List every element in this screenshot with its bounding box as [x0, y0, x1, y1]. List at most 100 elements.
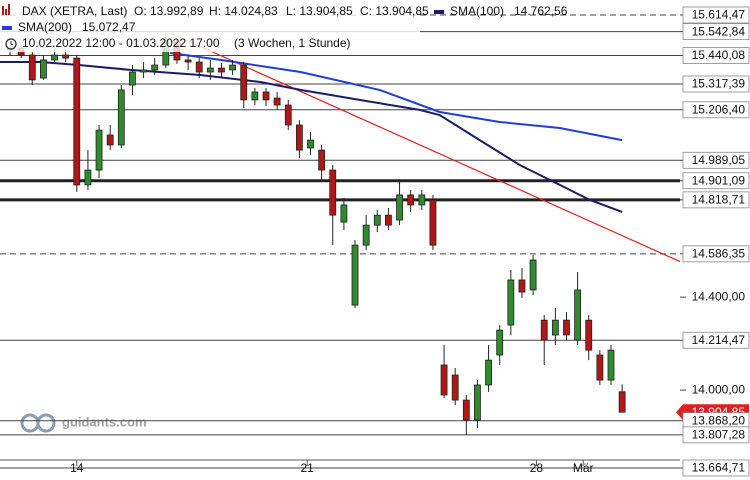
- candle-body: [62, 54, 70, 59]
- legend-swatch: [434, 10, 444, 14]
- candle-body: [240, 64, 248, 101]
- level-label-box: [682, 6, 750, 24]
- candle-body: [229, 64, 237, 71]
- candle-body: [28, 54, 36, 81]
- level-label: 15.317,39: [692, 77, 746, 91]
- clock-icon: [10, 41, 14, 46]
- candle-body: [485, 359, 492, 386]
- candle-body: [151, 64, 159, 71]
- ohlc-low: L: 13.904,85: [286, 4, 353, 18]
- candle-body: [551, 319, 559, 336]
- candle-body: [195, 61, 203, 73]
- logo: [36, 413, 56, 433]
- candle-body: [607, 349, 615, 381]
- candle-body: [95, 129, 103, 171]
- level-label-box: [682, 426, 750, 444]
- y-tick-label: 14.400,00: [692, 289, 746, 303]
- candle-body: [496, 329, 504, 356]
- candle-body: [51, 54, 58, 61]
- candle-body: [373, 214, 381, 226]
- candle-body: [518, 279, 526, 293]
- level-label: 15.440,08: [692, 48, 746, 62]
- plot-area: 14 21 28 Mär: [0, 14, 681, 475]
- level-label-box: [682, 191, 750, 209]
- ohlc-high: H: 14.024,83: [209, 4, 278, 18]
- candle-body: [206, 67, 214, 73]
- watermark: guidants.com: [20, 413, 147, 433]
- candle-body: [329, 169, 337, 216]
- candle-body: [574, 289, 582, 341]
- interval: (3 Wochen, 1 Stunde): [234, 36, 351, 50]
- period: 10.02.2022 12:00 - 01.03.2022 17:00: [22, 36, 220, 50]
- level-label-box: [682, 47, 750, 64]
- clock-icon: [5, 38, 17, 50]
- y-tick-label: 14.000,00: [692, 382, 746, 396]
- candle-body: [585, 319, 593, 351]
- candle-body: [262, 91, 270, 101]
- level-label-box: [682, 23, 750, 41]
- level-label: 14.214,47: [692, 333, 746, 347]
- instrument: DAX (XETRA, Last): [22, 4, 127, 18]
- candle-body: [84, 169, 92, 186]
- candle-body: [129, 71, 136, 86]
- level-label: 14.586,35: [692, 247, 746, 261]
- candle-body: [295, 124, 303, 151]
- level-label: 14.818,71: [692, 193, 746, 207]
- level-label: 13.807,28: [692, 428, 746, 442]
- candle-body: [507, 279, 515, 326]
- legend-name: SMA(100): [450, 4, 504, 18]
- candle-body: [385, 214, 392, 226]
- level-label: 15.542,84: [692, 24, 746, 38]
- candle-body: [618, 391, 626, 413]
- level-label: 13.868,20: [692, 413, 746, 427]
- level-label-box: [682, 331, 750, 349]
- candle-body: [307, 139, 314, 149]
- ohlc-close: C: 13.904,85: [360, 4, 429, 18]
- candle-body: [563, 319, 570, 336]
- candle-body: [340, 204, 348, 223]
- candle-body: [184, 59, 192, 63]
- candle-body: [284, 104, 292, 126]
- legend: DAX (XETRA, Last) O: 13.992,89 H: 14.024…: [0, 0, 568, 52]
- level-label-box: [682, 172, 750, 190]
- level-label-box: [682, 245, 750, 263]
- candle-body: [117, 89, 125, 146]
- level-label: 14.989,05: [692, 153, 746, 167]
- watermark-text: guidants.com: [62, 414, 147, 429]
- candle-body: [451, 374, 459, 401]
- level-label: 15.614,47: [692, 8, 746, 22]
- candle-body: [106, 134, 114, 146]
- candle-body: [440, 364, 448, 396]
- candle-body: [462, 399, 470, 421]
- x-tick-label: 28: [530, 461, 544, 475]
- logo: [20, 413, 40, 433]
- candle-body: [418, 194, 426, 206]
- candle-body: [529, 259, 537, 291]
- candle-body: [218, 67, 225, 73]
- legend-value: 14.762,56: [514, 4, 568, 18]
- candle-body: [474, 384, 481, 421]
- level-label: 14.901,09: [692, 173, 746, 187]
- level-label-box: [682, 151, 750, 169]
- legend-bg: [0, 0, 420, 52]
- candle-body: [73, 57, 81, 186]
- sma-line: [0, 61, 623, 213]
- candle-body: [140, 69, 147, 73]
- candle-body: [596, 354, 604, 381]
- candle-icon: [2, 4, 10, 15]
- level-label-box: [682, 101, 750, 119]
- candle-body: [40, 59, 47, 79]
- x-tick-label: Mär: [573, 461, 594, 475]
- candle-body: [429, 199, 437, 246]
- x-tick-label: 14: [70, 461, 84, 475]
- legend-value: 15.072,47: [82, 20, 136, 34]
- x-tick-label: 21: [300, 461, 314, 475]
- level-label-box: [682, 75, 750, 93]
- candle-body: [273, 97, 281, 106]
- level-label: 15.206,40: [692, 102, 746, 116]
- legend-swatch: [2, 26, 12, 30]
- candle-body: [251, 91, 259, 101]
- candle-body: [362, 224, 370, 246]
- trendline: [170, 32, 681, 263]
